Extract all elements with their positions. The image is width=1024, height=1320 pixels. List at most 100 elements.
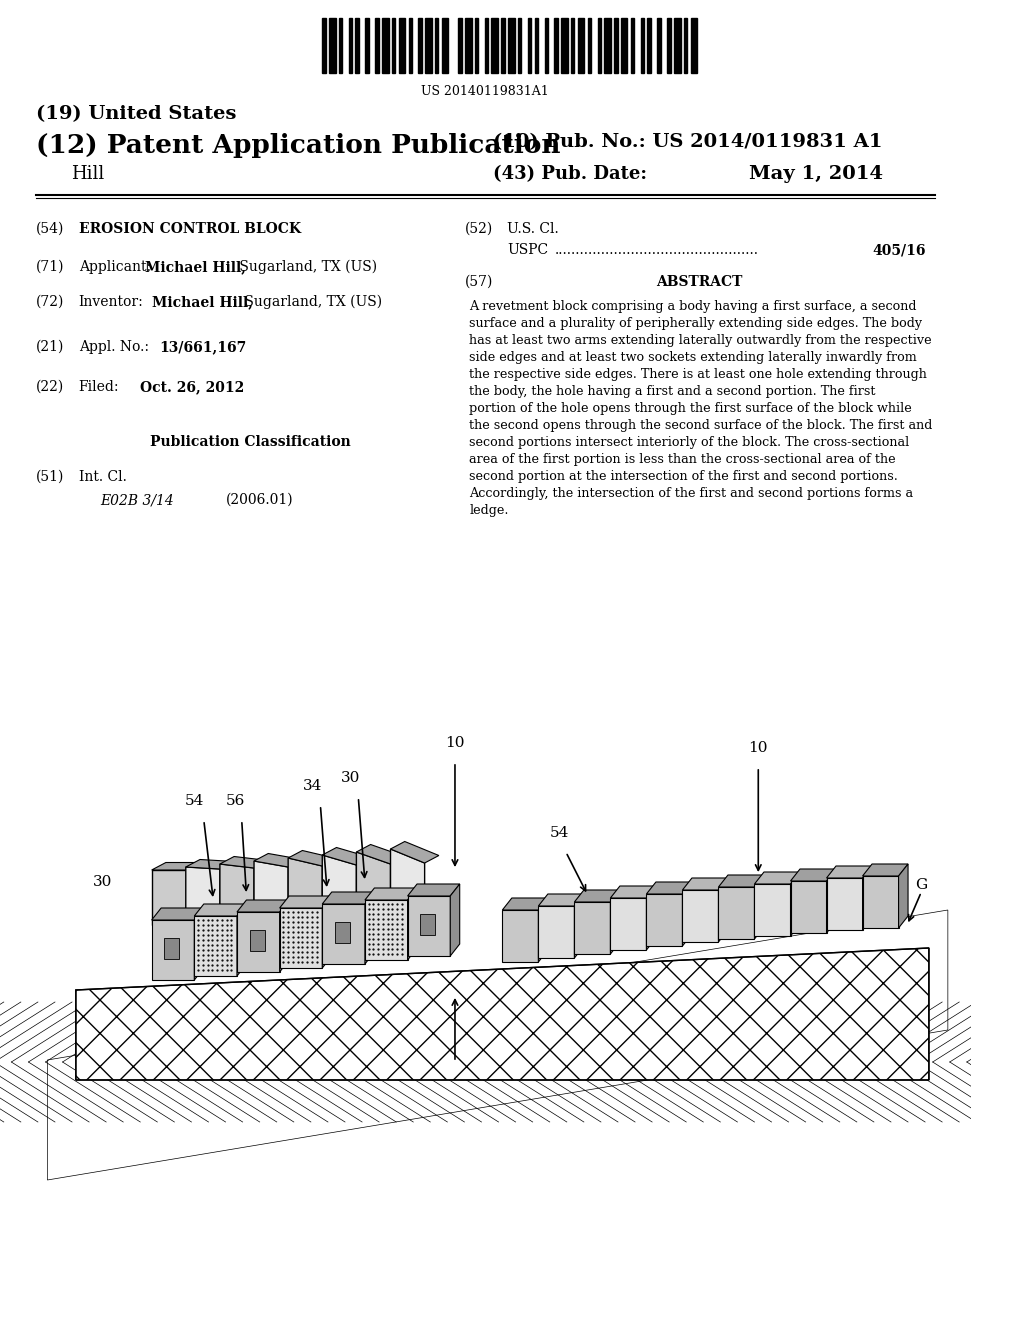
- Text: Sugarland, TX (US): Sugarland, TX (US): [240, 294, 382, 309]
- Text: Michael Hill,: Michael Hill,: [152, 294, 253, 309]
- Polygon shape: [610, 890, 620, 954]
- Polygon shape: [755, 875, 764, 939]
- Bar: [604, 18, 611, 73]
- Polygon shape: [365, 888, 417, 900]
- Text: Michael Hill,: Michael Hill,: [145, 260, 246, 275]
- Text: USPC: USPC: [507, 243, 548, 257]
- Text: area of the first portion is less than the cross-sectional area of the: area of the first portion is less than t…: [469, 453, 896, 466]
- Text: (21): (21): [36, 341, 65, 354]
- Polygon shape: [682, 878, 728, 890]
- Polygon shape: [356, 851, 390, 919]
- Text: May 1, 2014: May 1, 2014: [749, 165, 883, 183]
- Bar: [631, 18, 634, 73]
- Text: Publication Classification: Publication Classification: [150, 436, 350, 449]
- Bar: [366, 18, 369, 73]
- Bar: [518, 18, 521, 73]
- Text: ABSTRACT: ABSTRACT: [656, 275, 742, 289]
- Polygon shape: [47, 909, 948, 1180]
- Polygon shape: [719, 878, 728, 942]
- Polygon shape: [152, 908, 204, 920]
- Polygon shape: [220, 857, 268, 869]
- Text: Applicant:: Applicant:: [79, 260, 151, 275]
- Text: second portions intersect interiorly of the block. The cross-sectional: second portions intersect interiorly of …: [469, 436, 909, 449]
- Bar: [335, 921, 350, 942]
- Text: (72): (72): [36, 294, 65, 309]
- Bar: [508, 18, 515, 73]
- Polygon shape: [899, 865, 908, 928]
- Polygon shape: [254, 861, 288, 921]
- Bar: [668, 18, 671, 73]
- Bar: [641, 18, 644, 73]
- Bar: [421, 913, 435, 935]
- Polygon shape: [365, 892, 375, 964]
- Polygon shape: [755, 884, 791, 936]
- Text: (71): (71): [36, 260, 65, 275]
- Polygon shape: [323, 896, 332, 968]
- Text: side edges and at least two sockets extending laterally inwardly from: side edges and at least two sockets exte…: [469, 351, 916, 364]
- Bar: [621, 18, 628, 73]
- Text: EROSION CONTROL BLOCK: EROSION CONTROL BLOCK: [79, 222, 301, 236]
- Text: E02B 3/14: E02B 3/14: [100, 492, 174, 507]
- Text: 30: 30: [341, 771, 360, 785]
- Bar: [614, 18, 617, 73]
- Polygon shape: [503, 909, 539, 962]
- Polygon shape: [791, 873, 800, 936]
- Polygon shape: [323, 904, 365, 964]
- Bar: [578, 18, 585, 73]
- Bar: [349, 18, 352, 73]
- Text: the respective side edges. There is at least one hole extending through: the respective side edges. There is at l…: [469, 368, 927, 381]
- Bar: [339, 18, 342, 73]
- Polygon shape: [682, 890, 719, 942]
- Polygon shape: [574, 902, 610, 954]
- Polygon shape: [408, 896, 451, 956]
- Bar: [376, 18, 379, 73]
- Bar: [502, 18, 505, 73]
- Bar: [398, 18, 406, 73]
- Text: 30: 30: [92, 875, 112, 888]
- Bar: [528, 18, 531, 73]
- Polygon shape: [574, 894, 584, 958]
- Polygon shape: [237, 904, 247, 975]
- Bar: [598, 18, 601, 73]
- Polygon shape: [288, 850, 337, 866]
- Polygon shape: [610, 886, 656, 898]
- Bar: [355, 18, 358, 73]
- Text: Oct. 26, 2012: Oct. 26, 2012: [140, 380, 245, 393]
- Polygon shape: [220, 865, 254, 923]
- Text: (19) United States: (19) United States: [36, 106, 237, 123]
- Text: 54: 54: [184, 795, 204, 808]
- Bar: [425, 18, 432, 73]
- Polygon shape: [408, 884, 460, 896]
- Text: Int. Cl.: Int. Cl.: [79, 470, 127, 484]
- Polygon shape: [323, 847, 371, 865]
- Text: Hill: Hill: [71, 165, 104, 183]
- Text: Appl. No.:: Appl. No.:: [79, 341, 148, 354]
- Polygon shape: [719, 887, 755, 939]
- Text: A revetment block comprising a body having a first surface, a second: A revetment block comprising a body havi…: [469, 300, 916, 313]
- Bar: [165, 939, 179, 960]
- Polygon shape: [195, 904, 247, 916]
- Polygon shape: [185, 867, 220, 924]
- Text: (57): (57): [465, 275, 493, 289]
- Text: second portion at the intersection of the first and second portions.: second portion at the intersection of th…: [469, 470, 898, 483]
- Bar: [588, 18, 591, 73]
- Text: (10) Pub. No.: US 2014/0119831 A1: (10) Pub. No.: US 2014/0119831 A1: [493, 133, 883, 150]
- Bar: [484, 18, 488, 73]
- Polygon shape: [237, 912, 280, 972]
- Text: the second opens through the second surface of the block. The first and: the second opens through the second surf…: [469, 418, 933, 432]
- Polygon shape: [826, 866, 872, 878]
- Bar: [250, 931, 264, 950]
- Bar: [475, 18, 478, 73]
- Bar: [554, 18, 558, 73]
- Text: Filed:: Filed:: [79, 380, 119, 393]
- Bar: [647, 18, 650, 73]
- Text: 54: 54: [550, 826, 569, 840]
- Bar: [435, 18, 438, 73]
- Polygon shape: [574, 890, 620, 902]
- Bar: [459, 18, 462, 73]
- Text: (43) Pub. Date:: (43) Pub. Date:: [493, 165, 647, 183]
- Bar: [545, 18, 548, 73]
- Bar: [571, 18, 574, 73]
- Polygon shape: [152, 870, 185, 925]
- Polygon shape: [791, 869, 836, 880]
